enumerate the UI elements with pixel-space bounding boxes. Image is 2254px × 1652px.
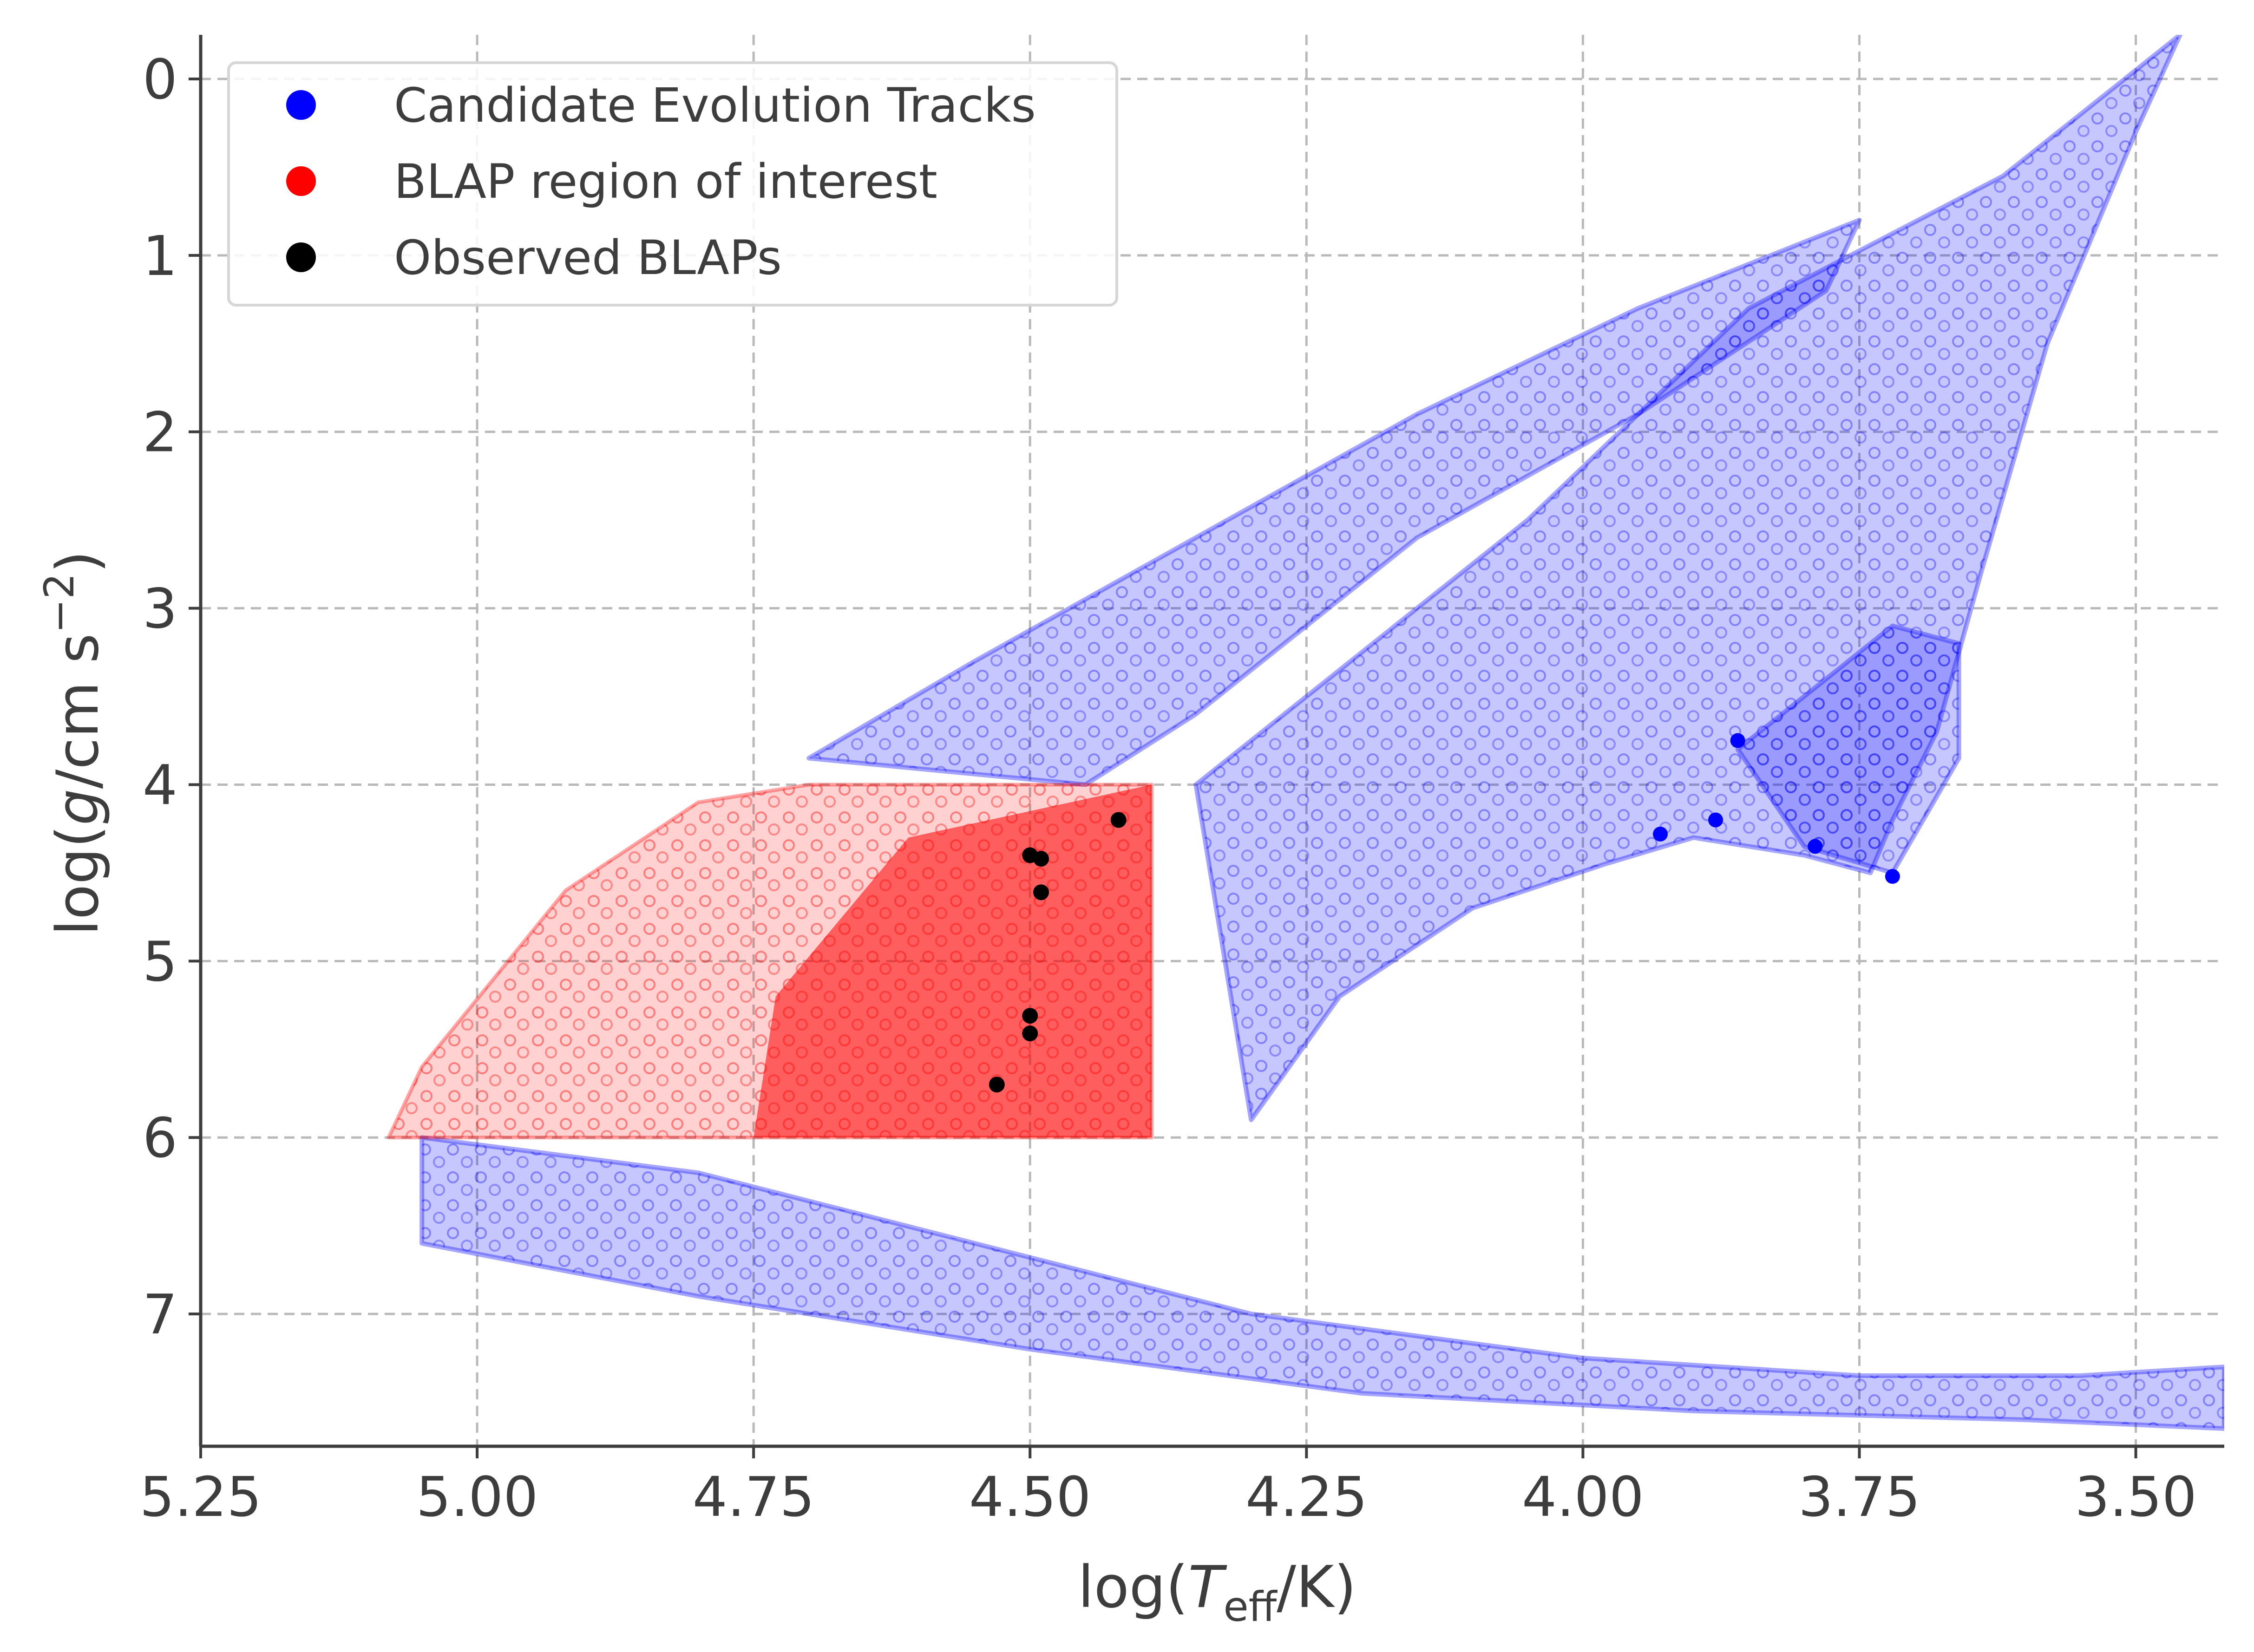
x-axis-label: log(Teff/K) [1078, 1554, 1356, 1631]
observed-blap-point [1022, 1025, 1038, 1042]
x-tick-label: 3.50 [2075, 1465, 2197, 1529]
observed-blap-point [1110, 812, 1127, 828]
legend-marker [286, 90, 316, 120]
candidate-track-point [1885, 869, 1900, 884]
y-tick-label: 0 [143, 47, 177, 111]
x-tick-label: 5.25 [140, 1465, 262, 1529]
x-tick-label: 5.00 [416, 1465, 538, 1529]
candidate-tracks-scatter [419, 35, 2224, 1431]
plot-area [387, 35, 2224, 1431]
y-tick-label: 6 [143, 1106, 177, 1170]
legend-label: Observed BLAPs [394, 230, 782, 286]
legend-label: Candidate Evolution Tracks [394, 78, 1036, 133]
legend-label: BLAP region of interest [394, 154, 937, 209]
x-tick-label: 4.75 [693, 1465, 815, 1529]
y-tick-label: 7 [143, 1282, 177, 1346]
y-axis-label: log(g/cm s−2) [35, 550, 111, 935]
blap-region-scatter [387, 783, 1154, 1140]
y-tick-label: 5 [143, 929, 177, 993]
candidate-track-point [1730, 733, 1745, 748]
observed-blap-point [989, 1077, 1005, 1093]
candidate-track-region [419, 1135, 2224, 1431]
ticks: 5.25 5.00 4.75 4.50 4.25 4.00 3.75 3.50 0 1 2 3 4 5 6 7 [140, 47, 2197, 1529]
legend-marker [286, 242, 316, 272]
x-tick-label: 3.75 [1798, 1465, 1920, 1529]
legend-marker [286, 166, 316, 196]
observed-blaps-scatter [989, 812, 1127, 1093]
observed-blap-point [1033, 851, 1049, 867]
observed-blap-point [1033, 884, 1049, 901]
candidate-track-point [1708, 812, 1723, 828]
legend: Candidate Evolution Tracks BLAP region of… [227, 61, 1118, 307]
axes [199, 35, 2224, 1448]
blap-region-core [754, 784, 1152, 1138]
candidate-track-point [1808, 839, 1823, 854]
x-tick-label: 4.00 [1522, 1465, 1644, 1529]
legend-box [227, 61, 1118, 307]
candidate-track-region [806, 217, 1862, 787]
y-tick-label: 2 [143, 400, 177, 464]
y-tick-label: 1 [143, 224, 177, 288]
candidate-track-point [1653, 826, 1668, 842]
y-tick-label: 4 [143, 753, 177, 817]
observed-blap-point [1022, 1008, 1038, 1024]
y-tick-label: 3 [143, 577, 177, 641]
x-tick-label: 4.50 [969, 1465, 1091, 1529]
x-tick-label: 4.25 [1245, 1465, 1368, 1529]
